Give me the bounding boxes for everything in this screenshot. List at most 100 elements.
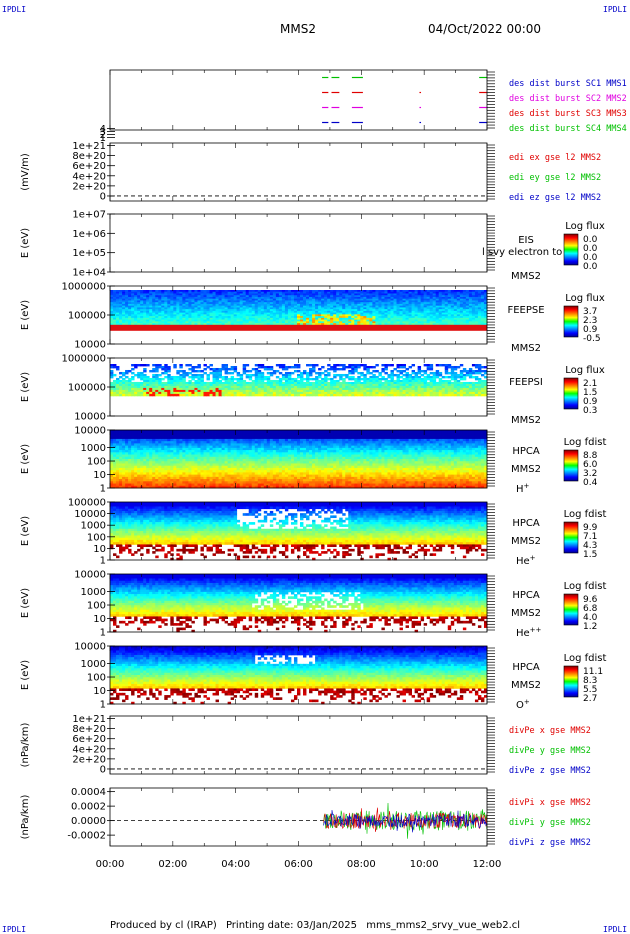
- footer: Produced by cl (IRAP) Printing date: 03/…: [0, 920, 630, 931]
- legend-entry: divPe x gse MMS2: [509, 726, 591, 736]
- instrument-label: FEEPSE: [507, 305, 544, 316]
- legend-entry: divPi x gse MMS2: [509, 798, 591, 808]
- y-tick-label: 6e+20: [72, 161, 106, 172]
- panel-frame: [109, 142, 488, 202]
- colorbar-title: Log fdist: [564, 581, 607, 592]
- instrument-label: MMS2: [511, 536, 541, 547]
- panel-divpi: -0.0002 0.0000 0.0002 0.0004 divPi x gse MMS…: [20, 787, 591, 848]
- species-label: He+: [516, 554, 536, 567]
- species-label: He++: [516, 626, 542, 639]
- panel-frame: [109, 213, 488, 273]
- legend-entry: divPe z gse MMS2: [509, 766, 591, 776]
- colorbar-label: 4.3: [583, 541, 597, 551]
- footer-produced-by: Produced by cl (IRAP): [109, 920, 217, 931]
- instrument-label: MMS2: [511, 464, 541, 475]
- colorbar-label: 7.1: [583, 532, 597, 542]
- legend-entry: divPi z gse MMS2: [509, 838, 591, 848]
- instrument-label: MMS2: [511, 680, 541, 691]
- instrument-label: FEEPSI: [509, 377, 543, 388]
- panel-feepsi: 10000 100000 1000000 FEEPSI MMS2 Log flux 2.11…: [20, 354, 605, 427]
- x-tick-label: 10:00: [410, 859, 439, 870]
- y-tick-label: 100: [87, 457, 106, 468]
- y-tick-label: 1000: [81, 521, 106, 532]
- y-tick-label: 1e+21: [72, 714, 106, 725]
- y-tick-label: 10000: [74, 426, 106, 437]
- colorbar-label: 3.2: [583, 469, 597, 479]
- colorbar-title: Log flux: [565, 365, 605, 376]
- panel-feepse: 10000 100000 1000000 FEEPSE MMS2 Log flux 3.72…: [20, 282, 605, 355]
- colorbar-label: 0.0: [583, 262, 598, 272]
- y-tick-label: 1: [100, 484, 106, 495]
- colorbar: [563, 521, 579, 554]
- instrument-label: MMS2: [511, 271, 541, 282]
- x-tick-label: 04:00: [221, 859, 250, 870]
- legend-entry: des dist burst SC4 MMS4: [509, 124, 627, 134]
- y-tick-label: 0: [100, 191, 106, 202]
- colorbar-label: 2.3: [583, 316, 597, 326]
- instrument-label: HPCA: [512, 518, 540, 529]
- corner-mark-br: IPDLI: [603, 925, 628, 934]
- y-tick-label: 1000000: [61, 282, 106, 293]
- colorbar-label: 1.5: [583, 550, 597, 560]
- heatmap-cells: [110, 502, 488, 561]
- colorbar-title: Log fdist: [564, 653, 607, 664]
- heatmap-band: [110, 324, 487, 331]
- x-tick-label: 00:00: [96, 859, 125, 870]
- corner-mark-bl: IPDLI: [2, 925, 27, 934]
- y-tick-label: 1e+05: [72, 248, 106, 259]
- y-tick-label: 100: [87, 532, 106, 543]
- colorbar: [563, 233, 579, 266]
- y-tick-label: 2: [100, 130, 106, 141]
- panel-frame: [109, 715, 488, 775]
- y-tick-label: 2e+20: [72, 754, 106, 765]
- y-tick-label: 1e+06: [72, 229, 106, 240]
- y-tick-label: 4e+20: [72, 171, 106, 182]
- colorbar-label: 0.0: [583, 235, 598, 245]
- y-axis-label: E (eV): [20, 372, 31, 402]
- colorbar-label: 0.3: [583, 406, 597, 416]
- y-tick-label: 100: [87, 601, 106, 612]
- colorbar-label: 6.0: [583, 460, 598, 470]
- y-tick-label: 1e+21: [72, 141, 106, 152]
- panel-hpca_o: 1 10 100 1000 10000 HPCA MMS2 O+ Log fdist 11.18.…: [20, 642, 606, 712]
- panel-hpca_h: 1 10 100 1000 10000 HPCA MMS2 H+ Log fdist 8.86.0…: [20, 426, 606, 496]
- corner-mark-tl: IPDLI: [2, 5, 27, 14]
- colorbar-label: -0.5: [583, 334, 601, 344]
- legend-entry: edi ez gse l2 MMS2: [509, 193, 601, 203]
- y-tick-label: 6e+20: [72, 734, 106, 745]
- colorbar: [563, 593, 579, 626]
- y-tick-label: 0.0002: [71, 802, 106, 813]
- legend-entry: divPe y gse MMS2: [509, 746, 591, 756]
- species-label: H+: [516, 482, 530, 495]
- y-tick-label: 1: [100, 556, 106, 567]
- species-charge: ++: [530, 626, 542, 634]
- colorbar-label: 3.7: [583, 307, 597, 317]
- panel-hpca_hepp: 1 10 100 1000 10000 HPCA MMS2 He++ Log fdist 9.66…: [20, 570, 606, 640]
- divpi-series: [323, 802, 487, 839]
- legend-entry: des dist burst SC1 MMS1: [509, 79, 627, 89]
- y-tick-label: 1e+07: [72, 210, 106, 221]
- heatmap-cells: [110, 430, 488, 489]
- y-tick-label: 100: [87, 673, 106, 684]
- instrument-label: HPCA: [512, 446, 540, 457]
- colorbar-label: 0.4: [583, 478, 598, 488]
- colorbar-label: 9.9: [583, 523, 598, 533]
- heatmap-cells: [110, 290, 488, 331]
- colorbar-title: Log fdist: [564, 437, 607, 448]
- y-axis-label: E (eV): [20, 444, 31, 474]
- footer-printing-date: Printing date: 03/Jan/2025: [225, 920, 358, 931]
- heatmap-cells: [110, 364, 488, 397]
- colorbar-label: 2.1: [583, 379, 597, 389]
- colorbar-label: 0.9: [583, 397, 598, 407]
- y-axis-label: E (eV): [20, 228, 31, 258]
- legend-entry: des dist burst SC2 MMS2: [509, 94, 627, 104]
- colorbar-label: 9.6: [583, 595, 598, 605]
- y-axis-label: (nPa/km): [20, 795, 31, 840]
- species-charge: +: [524, 482, 530, 490]
- colorbar-label: 0.9: [583, 325, 598, 335]
- colorbar-label: 1.2: [583, 622, 597, 632]
- divpi-series: [323, 809, 487, 833]
- y-tick-label: 1: [100, 628, 106, 639]
- species-charge: +: [530, 554, 536, 562]
